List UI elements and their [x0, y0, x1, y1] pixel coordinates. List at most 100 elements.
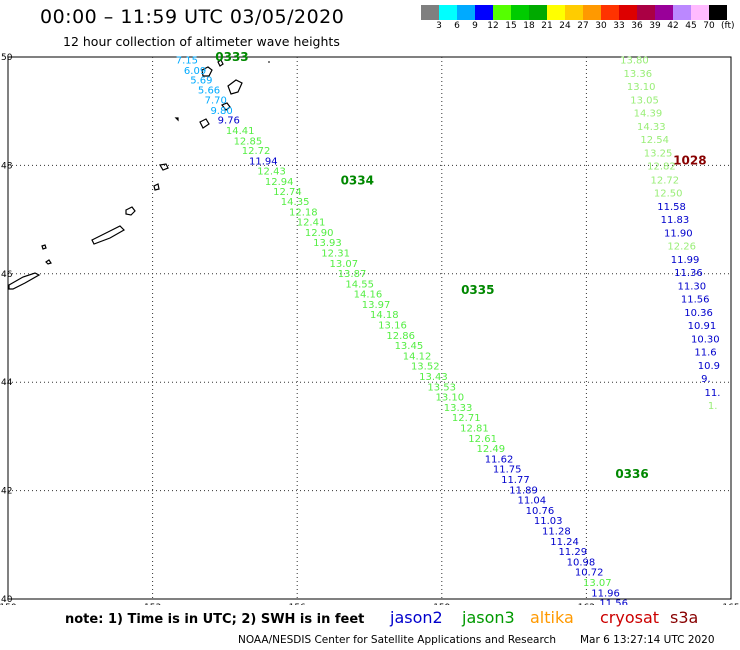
wave-height-value: 11.56: [681, 295, 710, 306]
colorbar-label: 33: [613, 21, 625, 31]
longitude-tick-label: 150: [0, 603, 17, 605]
wave-height-value: 9.76: [218, 116, 240, 127]
wave-height-value: 13.52: [411, 362, 440, 373]
latitude-tick-label: 46: [1, 270, 13, 280]
wave-height-value: 12.85: [234, 136, 263, 147]
wave-height-value: 13.10: [436, 393, 465, 404]
wave-height-value: 13.05: [630, 96, 659, 107]
wave-height-value: 12.71: [452, 413, 481, 424]
wave-height-map[interactable]: 1501531561591621655048464442407.156.095.…: [0, 0, 740, 605]
wave-height-value: 1.: [708, 401, 718, 412]
wave-height-value: 7.70: [205, 96, 227, 107]
colorbar-label: 9: [472, 21, 478, 31]
colorbar-swatch: [421, 5, 439, 20]
wave-height-value: 13.36: [624, 69, 653, 80]
colorbar-swatch: [475, 5, 493, 20]
colorbar-swatch: [637, 5, 655, 20]
wave-height-value: 12.50: [654, 188, 683, 199]
wave-height-value: 11.77: [501, 475, 530, 486]
colorbar-label: 70: [703, 21, 715, 31]
wave-height-value: 7.15: [176, 56, 198, 67]
wave-height-value: 12.31: [321, 248, 350, 259]
colorbar-label: 30: [595, 21, 607, 31]
wave-height-value: 12.72: [651, 175, 680, 186]
colorbar-swatch: [709, 5, 727, 20]
track-id-label: 0333: [215, 50, 248, 64]
wave-height-value: 13.53: [427, 382, 456, 393]
credit-line: NOAA/NESDIS Center for Satellite Applica…: [238, 634, 556, 646]
colorbar-label: 42: [667, 21, 679, 31]
wave-height-value: 11.30: [677, 282, 706, 293]
wave-height-value: 11.56: [599, 599, 628, 605]
wave-height-value: 5.66: [198, 85, 220, 96]
track-id-label: 0334: [341, 173, 374, 187]
footer-note: note: 1) Time is in UTC; 2) SWH is in fe…: [65, 612, 365, 627]
wave-height-value: 10.9: [698, 361, 720, 372]
wave-height-value: 13.10: [627, 82, 656, 93]
island-outline: [41, 244, 47, 250]
wave-height-value: 12.86: [386, 331, 415, 342]
wave-height-value: 14.39: [634, 109, 663, 120]
wave-height-value: 11.29: [558, 547, 587, 558]
colorbar-swatch: [457, 5, 475, 20]
generation-timestamp: Mar 6 13:27:14 UTC 2020: [580, 634, 715, 646]
wave-height-value: 13.16: [378, 321, 407, 332]
legend-s3a: s3a: [670, 608, 699, 627]
latitude-tick-label: 50: [1, 53, 13, 63]
colorbar-swatch: [529, 5, 547, 20]
wave-height-value: 11.28: [542, 527, 571, 538]
wave-height-value: 10.36: [684, 308, 713, 319]
wave-height-value: 11.36: [674, 268, 703, 279]
wave-height-value: 12.18: [289, 207, 318, 218]
wave-height-value: 12.26: [667, 241, 696, 252]
longitude-tick-label: 153: [144, 603, 161, 605]
wave-height-value: 11.89: [509, 485, 538, 496]
colorbar-swatch: [511, 5, 529, 20]
wave-height-value: 12.81: [460, 424, 489, 435]
wave-height-value: 11.83: [661, 215, 690, 226]
colorbar-swatch: [673, 5, 691, 20]
wave-height-value: 11.24: [550, 537, 579, 548]
wave-height-value: 9.: [701, 374, 711, 385]
wave-height-value: 10.76: [526, 506, 555, 517]
wave-height-value: 13.07: [583, 578, 612, 589]
wave-height-value: 11.62: [485, 454, 514, 465]
wave-height-value: 14.55: [345, 279, 374, 290]
colorbar-label: 27: [577, 21, 589, 31]
wave-height-value: 11.04: [517, 496, 546, 507]
wave-height-value: 14.18: [370, 310, 399, 321]
island-outline: [153, 183, 160, 191]
wave-height-value: 12.82: [647, 162, 676, 173]
colorbar-label: 18: [523, 21, 535, 31]
colorbar-swatch: [493, 5, 511, 20]
wave-height-value: 10.30: [691, 335, 720, 346]
longitude-tick-label: 162: [578, 603, 595, 605]
latitude-tick-label: 44: [1, 378, 13, 388]
wave-height-value: 13.97: [362, 300, 391, 311]
legend-altika: altika: [530, 608, 574, 627]
wave-height-value: 12.72: [242, 146, 271, 157]
wave-height-value: 13.07: [329, 259, 358, 270]
wave-height-value: 12.54: [640, 135, 669, 146]
track-id-label: 0335: [461, 283, 494, 297]
latitude-tick-label: 42: [1, 487, 12, 497]
wave-height-value: 12.41: [297, 218, 326, 229]
wave-height-value: 14.16: [354, 290, 383, 301]
wave-height-value: 10.91: [688, 321, 717, 332]
wave-height-value: 13.43: [419, 372, 448, 383]
colorbar-label: 6: [454, 21, 460, 31]
wave-height-value: 13.33: [444, 403, 473, 414]
latitude-tick-label: 48: [1, 161, 13, 171]
wave-height-value: 11.94: [249, 156, 278, 167]
track-id-label: 0336: [615, 467, 648, 481]
colorbar-swatch: [439, 5, 457, 20]
wave-height-value: 13.87: [338, 269, 367, 280]
legend-cryosat: cryosat: [600, 608, 660, 627]
wave-height-value: 14.12: [403, 351, 432, 362]
colorbar-swatch: [691, 5, 709, 20]
longitude-tick-label: 156: [289, 603, 306, 605]
wave-height-value: 14.35: [281, 197, 310, 208]
legend-jason3: jason3: [462, 608, 515, 627]
wave-height-value: 11.03: [534, 516, 563, 527]
wave-height-value: 11.: [704, 388, 720, 399]
